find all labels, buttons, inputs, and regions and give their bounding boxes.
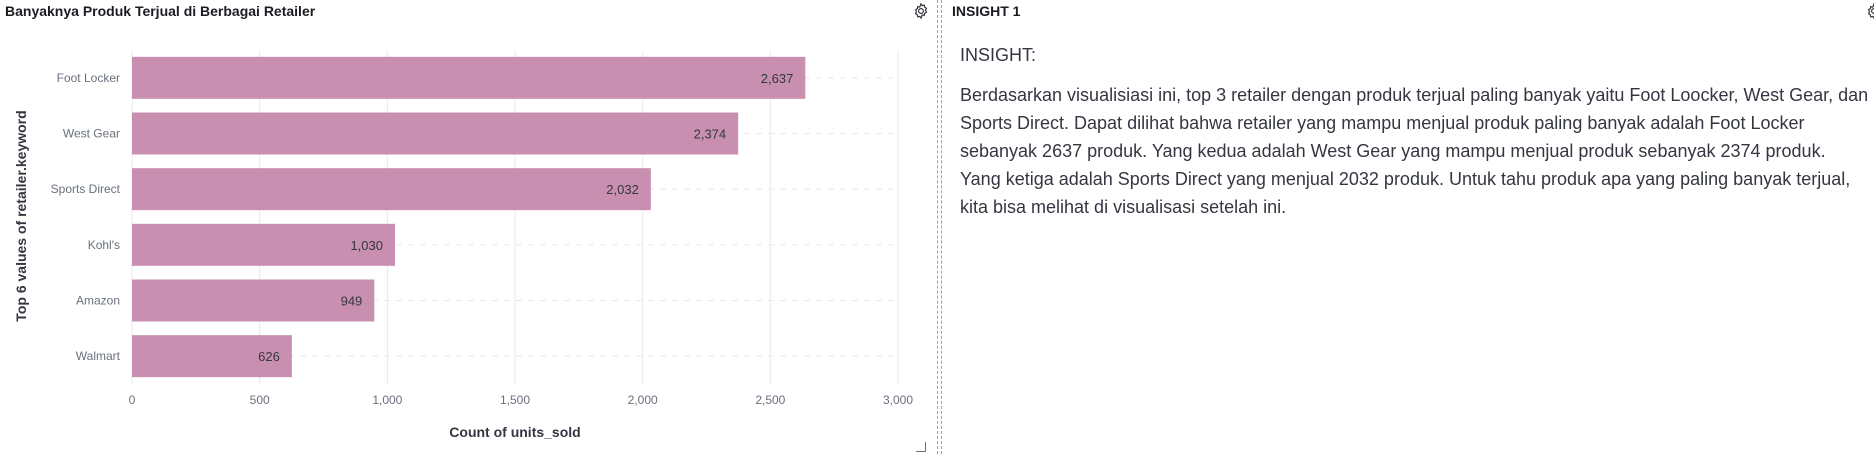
- y-tick-label: West Gear: [63, 127, 120, 141]
- insight-paragraph: Berdasarkan visualisiasi ini, top 3 reta…: [960, 85, 1869, 217]
- gear-icon: [914, 2, 928, 20]
- x-tick-label: 1,000: [372, 393, 402, 407]
- chart-bars: 2,637 2,374 2,032 1,030 949 626: [132, 56, 806, 378]
- bar-value-label: 1,030: [350, 238, 383, 253]
- x-axis-title: Count of units_sold: [449, 424, 580, 440]
- bar[interactable]: [132, 112, 739, 155]
- insight-panel: INSIGHT 1 INSIGHT: Berdasarkan visualisi…: [946, 0, 1874, 454]
- bar-chart: 2,637 2,374 2,032 1,030 949 626 Foot Locker We…: [13, 50, 914, 440]
- x-tick-label: 2,500: [755, 393, 785, 407]
- y-tick-label: Kohl's: [88, 238, 120, 252]
- panel-divider: [937, 0, 938, 454]
- bar[interactable]: [132, 223, 395, 266]
- resize-handle-icon[interactable]: [916, 442, 926, 452]
- x-tick-label: 500: [250, 393, 270, 407]
- bar-value-label: 2,032: [606, 182, 639, 197]
- bar[interactable]: [132, 168, 651, 211]
- y-axis-title: Top 6 values of retailer.keyword: [13, 110, 29, 321]
- bar[interactable]: [132, 56, 806, 99]
- x-tick-label: 1,500: [500, 393, 530, 407]
- x-tick-label: 3,000: [883, 393, 913, 407]
- x-axis-tick-labels: 0 500 1,000 1,500 2,000 2,500 3,000: [129, 393, 914, 407]
- y-tick-label: Walmart: [76, 349, 121, 363]
- chart-gridlines: [131, 50, 899, 384]
- gear-icon: [1867, 2, 1874, 20]
- chart-panel-title: Banyaknya Produk Terjual di Berbagai Ret…: [5, 3, 316, 19]
- x-tick-label: 0: [129, 393, 136, 407]
- bar[interactable]: [132, 335, 292, 378]
- panel-divider: [941, 0, 942, 454]
- insight-panel-title: INSIGHT 1: [952, 3, 1021, 19]
- chart-panel: Banyaknya Produk Terjual di Berbagai Ret…: [0, 0, 934, 454]
- bar-value-label: 949: [341, 294, 363, 309]
- insight-content: INSIGHT: Berdasarkan visualisiasi ini, t…: [960, 41, 1870, 221]
- insight-panel-options-button[interactable]: [1863, 0, 1874, 22]
- x-tick-label: 2,000: [628, 393, 658, 407]
- y-tick-label: Foot Locker: [57, 71, 120, 85]
- bar-value-label: 626: [258, 349, 280, 364]
- bar[interactable]: [132, 279, 375, 322]
- y-axis-tick-labels: Foot Locker West Gear Sports Direct Kohl's A…: [51, 71, 121, 363]
- y-tick-label: Sports Direct: [51, 182, 121, 196]
- chart-panel-options-button[interactable]: [910, 0, 932, 22]
- bar-value-label: 2,637: [761, 71, 794, 86]
- insight-heading: INSIGHT:: [960, 45, 1037, 65]
- bar-value-label: 2,374: [694, 127, 727, 142]
- y-tick-label: Amazon: [76, 294, 120, 308]
